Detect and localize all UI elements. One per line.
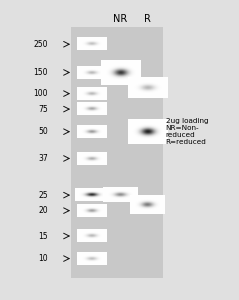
Text: 50: 50 bbox=[38, 127, 48, 136]
Text: 25: 25 bbox=[38, 190, 48, 200]
Text: 250: 250 bbox=[33, 40, 48, 49]
Text: 150: 150 bbox=[33, 68, 48, 77]
Text: 2ug loading
NR=Non-
reduced
R=reduced: 2ug loading NR=Non- reduced R=reduced bbox=[166, 118, 208, 145]
Text: 15: 15 bbox=[38, 232, 48, 241]
Text: 10: 10 bbox=[38, 254, 48, 263]
Text: 75: 75 bbox=[38, 105, 48, 114]
Text: NR: NR bbox=[113, 14, 128, 24]
Text: 37: 37 bbox=[38, 154, 48, 163]
Bar bbox=[71, 27, 163, 278]
Text: 100: 100 bbox=[33, 89, 48, 98]
Text: R: R bbox=[144, 14, 151, 24]
Text: 20: 20 bbox=[38, 206, 48, 215]
